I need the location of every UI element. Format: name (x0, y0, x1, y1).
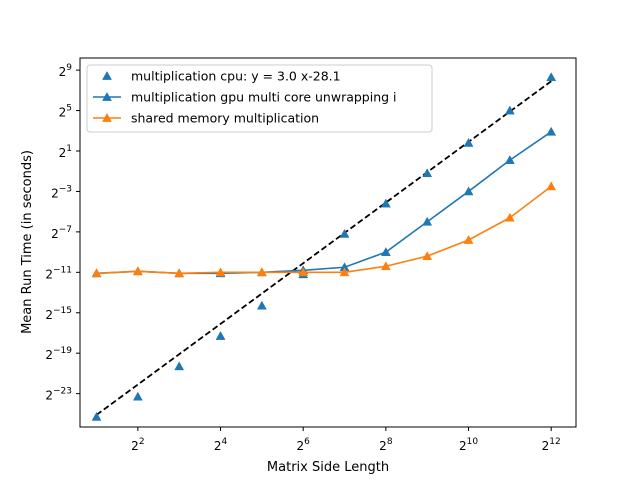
y-axis-label: Mean Run Time (in seconds) (20, 150, 35, 334)
fit-line-layer (96, 80, 552, 416)
y-tick-label: 2−15 (45, 306, 72, 322)
data-point (380, 198, 391, 208)
x-axis: 22 24 26 28 210 212 (131, 427, 561, 453)
legend-label: shared memory multiplication (131, 111, 319, 126)
x-tick-label: 24 (214, 437, 228, 453)
plot-frame (79, 57, 577, 428)
y-tick-label: 2−19 (45, 346, 72, 362)
x-tick-label: 22 (131, 437, 144, 453)
data-point (463, 186, 474, 196)
data-point (174, 361, 185, 371)
data-point (463, 234, 474, 244)
data-point (504, 212, 515, 222)
legend-box (86, 64, 433, 133)
data-point (422, 168, 433, 178)
y-tick-label: 25 (59, 104, 72, 120)
data-point (546, 181, 557, 191)
legend-label: multiplication cpu: y = 3.0 x-28.1 (131, 69, 341, 84)
data-point (91, 268, 102, 278)
data-point (339, 228, 350, 238)
y-tick-label: 2−7 (51, 225, 72, 241)
data-point (339, 267, 350, 277)
legend-item: shared memory multiplication (93, 111, 319, 126)
legend: multiplication cpu: y = 3.0 x-28.1 multip… (86, 64, 433, 133)
x-tick-label: 210 (459, 437, 478, 453)
series-line (96, 185, 552, 275)
data-point (546, 126, 557, 136)
data-point (422, 251, 433, 260)
x-axis-label: Matrix Side Length (267, 460, 389, 475)
data-point (91, 411, 102, 421)
y-tick-label: 2−23 (45, 387, 72, 403)
data-point (174, 268, 185, 278)
data-point (546, 72, 557, 82)
data-point (132, 266, 143, 276)
data-point (132, 391, 143, 401)
data-point (215, 267, 226, 277)
data-point (380, 261, 391, 271)
y-axis: 2−23 2−19 2−15 2−11 2−7 2−3 21 25 29 (45, 63, 80, 403)
y-tick-label: 2−11 (45, 265, 72, 281)
data-point (463, 137, 474, 147)
legend-item: multiplication gpu multi core unwrapping… (93, 90, 397, 105)
legend-marker (102, 70, 112, 80)
legend-marker (102, 112, 112, 122)
y-tick-label: 2−3 (51, 184, 72, 200)
x-tick-label: 212 (542, 437, 561, 453)
data-point (256, 300, 267, 310)
x-tick-label: 28 (379, 437, 393, 453)
data-point (504, 105, 515, 115)
data-point (256, 267, 267, 277)
series-layer (91, 72, 557, 421)
data-point (380, 247, 391, 256)
y-tick-label: 29 (59, 63, 73, 79)
y-tick-label: 21 (59, 144, 72, 160)
legend-label: multiplication gpu multi core unwrapping… (131, 90, 397, 105)
data-point (298, 267, 309, 277)
data-point (215, 330, 226, 340)
legend-marker (102, 91, 112, 101)
legend-item: multiplication cpu: y = 3.0 x-28.1 (102, 69, 341, 84)
data-point (422, 216, 433, 226)
fit-line (96, 80, 552, 416)
x-tick-label: 26 (297, 437, 311, 453)
series-3 (91, 181, 557, 278)
data-point (504, 155, 515, 164)
